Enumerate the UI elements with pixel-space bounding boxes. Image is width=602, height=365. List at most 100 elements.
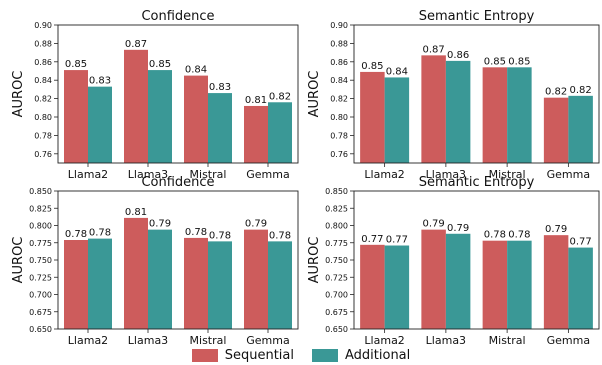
y-tick-label: 0.700 <box>325 291 348 300</box>
y-tick-label: 0.750 <box>29 256 52 265</box>
y-tick-label: 0.88 <box>34 39 52 48</box>
data-label-additional-llama3: 0.85 <box>149 59 171 70</box>
data-label-additional-llama2: 0.77 <box>386 235 408 246</box>
y-tick-label: 0.86 <box>34 58 52 67</box>
y-tick-label: 0.80 <box>34 113 52 122</box>
chart-panel-3: Confidence AUROC 0.650 0.675 0.700 0.725 0.750… <box>11 175 299 347</box>
x-tick-label-gemma: Gemma <box>246 168 289 181</box>
data-label-sequential-llama3: 0.87 <box>125 39 147 50</box>
x-tick-label-llama3: Llama3 <box>426 168 466 181</box>
data-label-sequential-gemma: 0.82 <box>545 87 567 98</box>
x-tick-label-gemma: Gemma <box>547 168 590 181</box>
bar-sequential-gemma <box>244 229 268 329</box>
data-label-additional-gemma: 0.82 <box>569 85 591 96</box>
legend-swatch-sequential <box>191 348 218 362</box>
y-tick-label: 0.76 <box>330 150 348 159</box>
y-tick-label: 0.700 <box>29 291 52 300</box>
data-label-sequential-gemma: 0.79 <box>245 219 267 230</box>
bar-additional-gemma <box>568 247 593 329</box>
bar-sequential-mistral <box>482 67 508 163</box>
y-tick-label: 0.90 <box>330 21 348 30</box>
bar-additional-llama2 <box>384 77 410 163</box>
y-axis-label: AUROC <box>307 71 322 118</box>
y-tick-label: 0.82 <box>330 95 348 104</box>
chart-title: Semantic Entropy <box>419 9 535 24</box>
bar-additional-llama2 <box>384 245 410 329</box>
data-label-sequential-llama2: 0.78 <box>65 229 87 240</box>
bar-sequential-mistral <box>482 240 508 329</box>
y-tick-label: 0.775 <box>29 239 52 248</box>
data-label-additional-mistral: 0.78 <box>209 230 231 241</box>
legend-item-additional: Additional <box>312 348 410 363</box>
y-tick-label: 0.650 <box>29 325 52 334</box>
data-label-additional-mistral: 0.83 <box>209 82 231 93</box>
bar-additional-gemma <box>268 102 292 163</box>
plot-frame <box>353 190 600 330</box>
data-label-additional-llama2: 0.84 <box>386 66 408 77</box>
bar-additional-llama3 <box>445 233 471 329</box>
data-label-additional-mistral: 0.78 <box>508 230 530 241</box>
plot-frame <box>57 190 299 330</box>
y-tick-label: 0.825 <box>29 204 52 213</box>
bar-sequential-gemma <box>244 105 268 163</box>
y-tick-label: 0.86 <box>330 58 348 67</box>
bar-additional-mistral <box>507 67 532 163</box>
y-tick-label: 0.825 <box>325 204 348 213</box>
data-label-additional-gemma: 0.78 <box>269 230 291 241</box>
chart-title: Semantic Entropy <box>419 175 535 190</box>
y-tick-label: 0.84 <box>330 76 348 85</box>
bar-additional-llama3 <box>148 70 172 163</box>
y-tick-label: 0.675 <box>29 308 52 317</box>
x-tick-label-llama3: Llama3 <box>128 334 168 347</box>
bar-additional-llama3 <box>445 60 471 163</box>
y-tick-label: 0.78 <box>330 131 348 140</box>
y-tick-label: 0.650 <box>325 325 348 334</box>
chart-panel-2: Semantic EntropyAUROC0.760.780.800.820.8… <box>307 9 600 181</box>
y-tick-label: 0.750 <box>325 256 348 265</box>
plot-frame <box>353 24 600 164</box>
x-tick-label-llama3: Llama3 <box>426 334 466 347</box>
bar-sequential-llama2 <box>360 71 385 163</box>
chart-title: Confidence <box>141 175 214 190</box>
y-tick-label: 0.82 <box>34 95 52 104</box>
bar-additional-llama2 <box>88 238 112 329</box>
x-tick-label-llama2: Llama2 <box>364 168 404 181</box>
bar-additional-mistral <box>507 240 532 329</box>
y-tick-label: 0.800 <box>325 222 348 231</box>
data-label-sequential-llama2: 0.85 <box>65 59 87 70</box>
y-tick-label: 0.850 <box>325 187 348 196</box>
bar-sequential-gemma <box>543 235 569 329</box>
x-tick-label-llama2: Llama2 <box>68 334 108 347</box>
bar-additional-gemma <box>568 95 593 163</box>
bar-sequential-llama3 <box>124 49 148 164</box>
bar-additional-gemma <box>268 241 292 329</box>
data-label-additional-llama3: 0.79 <box>149 219 171 230</box>
data-label-sequential-mistral: 0.78 <box>484 230 506 241</box>
legend-label-sequential: Sequential <box>224 347 294 363</box>
data-label-sequential-llama3: 0.81 <box>125 207 147 218</box>
x-tick-label-gemma: Gemma <box>246 334 289 347</box>
bar-sequential-mistral <box>184 75 208 163</box>
y-tick-label: 0.90 <box>34 21 52 30</box>
legend-swatch-additional <box>312 348 338 362</box>
x-tick-label-mistral: Mistral <box>489 168 526 181</box>
data-label-additional-gemma: 0.82 <box>269 91 291 102</box>
y-tick-label: 0.88 <box>330 39 348 48</box>
data-label-additional-llama2: 0.78 <box>89 228 111 239</box>
x-tick-label-mistral: Mistral <box>489 334 526 347</box>
y-tick-label: 0.675 <box>325 308 348 317</box>
x-tick-label-llama2: Llama2 <box>364 334 404 347</box>
y-axis-label: AUROC <box>307 237 322 284</box>
data-label-sequential-llama2: 0.77 <box>361 234 383 245</box>
y-tick-label: 0.80 <box>330 113 348 122</box>
bar-sequential-llama3 <box>421 229 446 329</box>
chart-title: Confidence <box>141 9 214 24</box>
bar-sequential-llama3 <box>421 55 446 163</box>
data-label-sequential-llama3: 0.87 <box>422 44 444 55</box>
data-label-sequential-mistral: 0.78 <box>185 227 207 238</box>
bar-sequential-llama2 <box>64 239 88 329</box>
bar-additional-llama2 <box>88 86 112 163</box>
bar-sequential-gemma <box>543 97 569 163</box>
x-tick-label-gemma: Gemma <box>547 334 590 347</box>
